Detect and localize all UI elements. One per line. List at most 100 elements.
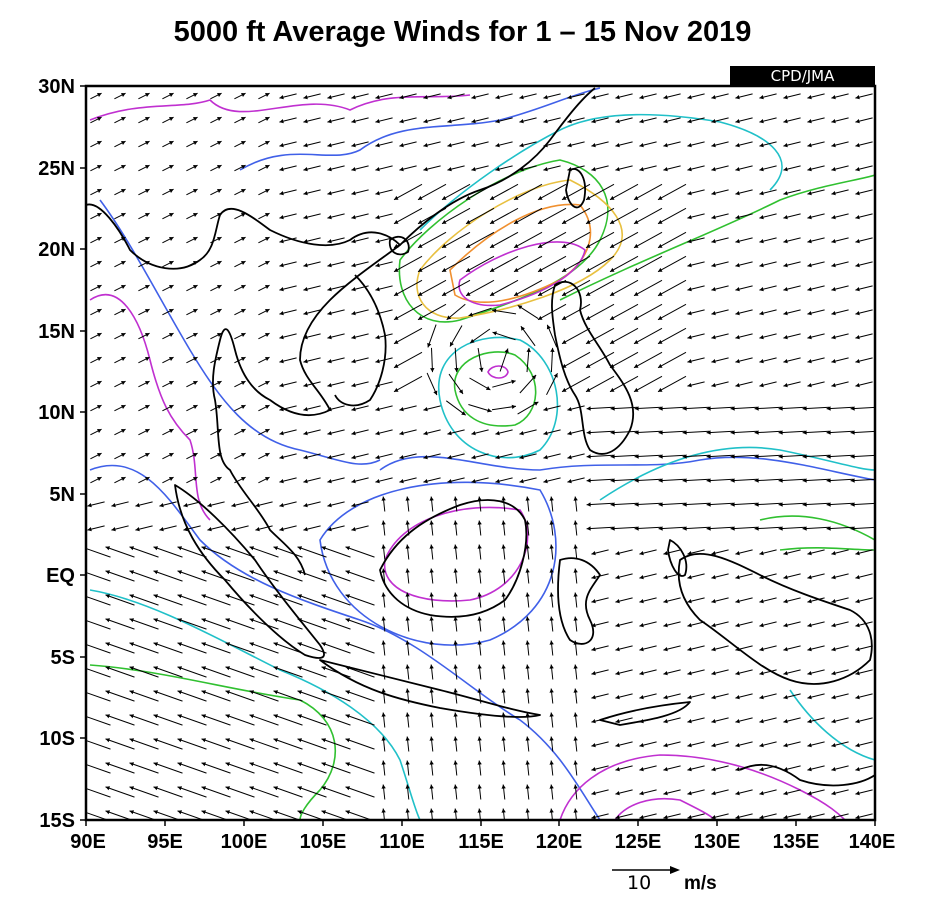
contour-blue-central	[379, 455, 875, 481]
wind-vector-head	[591, 647, 596, 652]
wind-vector-head	[511, 379, 516, 384]
wind-vector-head	[735, 287, 740, 292]
longitude-labels: 90E 95E 100E 105E 110E 115E 120E 125E 13…	[70, 831, 895, 853]
wind-vector	[426, 372, 438, 396]
wind-vector-head	[169, 357, 174, 361]
wind-vector-head	[453, 688, 458, 693]
wind-vector-head	[730, 526, 735, 531]
wind-vector-head	[265, 357, 270, 361]
wind-vector-head	[279, 95, 284, 100]
wind-vector	[129, 546, 159, 558]
wind-vector-head	[225, 738, 230, 743]
wind-vector	[730, 430, 758, 434]
wind-vector-head	[450, 341, 454, 347]
wind-vector-head	[855, 383, 860, 388]
wind-vector-head	[634, 291, 639, 296]
wind-vector-head	[567, 479, 572, 484]
wind-vector-head	[807, 335, 812, 340]
wind-vector-head	[495, 143, 500, 148]
wind-vector-head	[525, 736, 530, 741]
wind-vector	[393, 351, 423, 369]
wind-vector-head	[831, 719, 836, 724]
wind-vector-head	[711, 383, 716, 388]
wind-vector	[586, 454, 614, 458]
isotach-contours	[89, 87, 875, 820]
wind-vector	[513, 231, 543, 249]
wind-vector	[201, 546, 231, 558]
wind-vector-head	[634, 526, 639, 531]
wind-vector-head	[477, 784, 482, 789]
wind-vector	[273, 642, 303, 654]
wind-vector-head	[855, 239, 860, 244]
wind-vector	[225, 738, 255, 750]
wind-vector	[321, 690, 351, 702]
coast-australia	[739, 763, 875, 787]
wind-vector-head	[711, 359, 716, 364]
wind-vector-head	[429, 520, 434, 525]
lat-label: 10N	[38, 402, 75, 424]
wind-vector	[682, 406, 710, 410]
wind-vector	[657, 279, 687, 297]
wind-vector-head	[145, 261, 150, 265]
wind-vector-head	[639, 599, 644, 604]
wind-vector-head	[145, 141, 150, 145]
wind-vector-head	[706, 406, 711, 411]
wind-vector-head	[778, 454, 783, 459]
wind-vector-head	[193, 261, 198, 265]
wind-vector	[249, 738, 279, 750]
wind-vector	[177, 762, 207, 774]
wind-vector-head	[501, 736, 506, 741]
wind-vector-head	[418, 243, 423, 248]
wind-vector	[417, 207, 447, 225]
wind-vector	[153, 546, 183, 558]
wind-vector-head	[345, 546, 350, 551]
wind-vector-head	[466, 195, 471, 200]
wind-vector-head	[549, 640, 554, 645]
wind-vector-head	[549, 520, 554, 525]
wind-vector-head	[855, 671, 860, 676]
wind-vector-head	[634, 315, 639, 320]
wind-vector-head	[855, 167, 860, 172]
wind-vector-head	[279, 119, 284, 124]
wind-vector	[273, 666, 303, 678]
wind-vector	[585, 351, 615, 369]
wind-vector-head	[538, 219, 543, 224]
wind-vector-head	[663, 623, 668, 628]
wind-vector-head	[615, 95, 620, 100]
wind-vector-head	[550, 347, 555, 352]
wind-vector	[393, 255, 423, 273]
wind-vector-head	[145, 189, 150, 193]
wind-vector	[105, 738, 135, 750]
wind-vector-head	[831, 335, 836, 340]
wind-vector-head	[345, 762, 350, 767]
wind-vector-head	[549, 592, 554, 597]
wind-vector-head	[105, 810, 110, 815]
wind-vector-head	[461, 411, 466, 416]
wind-vector-head	[153, 714, 158, 719]
wind-vector-head	[265, 261, 270, 265]
wind-vector-head	[177, 570, 182, 575]
wind-vector-head	[225, 714, 230, 719]
wind-vector-head	[111, 527, 116, 532]
wind-vector-head	[855, 143, 860, 148]
wind-vector-head	[687, 335, 692, 340]
wind-vector-head	[501, 784, 506, 789]
wind-vector-head	[831, 623, 836, 628]
wind-vector-head	[711, 335, 716, 340]
wind-vector	[129, 618, 159, 630]
wind-vector-head	[759, 815, 764, 820]
wind-vector-head	[351, 407, 356, 412]
wind-vector-head	[519, 167, 524, 172]
wind-vector-head	[394, 243, 399, 248]
wind-vector-head	[121, 357, 126, 361]
wind-vector-head	[783, 263, 788, 268]
wind-vector-head	[711, 311, 716, 316]
wind-vector-head	[783, 551, 788, 556]
lon-label: 100E	[221, 831, 268, 853]
wind-vector-head	[759, 575, 764, 580]
latitude-labels: 30N 25N 20N 15N 10N 5N EQ 5S 10S 15S	[38, 76, 75, 832]
wind-vector	[585, 327, 615, 345]
wind-vector-head	[855, 767, 860, 772]
wind-vector-head	[423, 431, 428, 436]
wind-vector-head	[735, 119, 740, 124]
